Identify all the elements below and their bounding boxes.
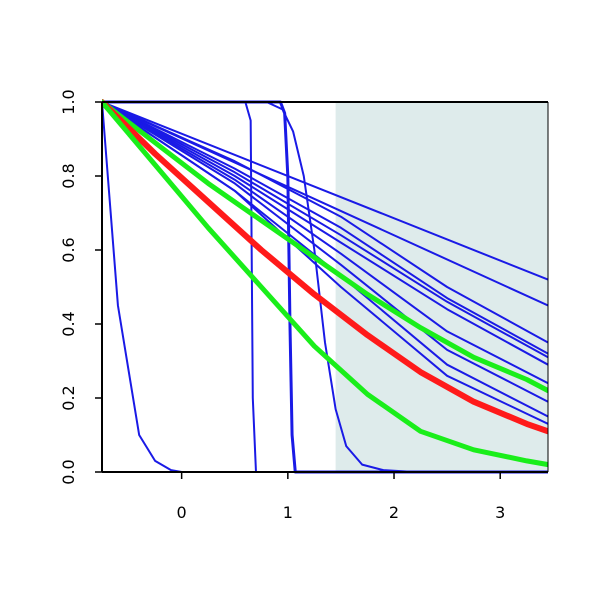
series-line-green-17 (102, 99, 548, 468)
series-line-red-16 (102, 99, 548, 435)
y-tick-label: 0.6 (59, 237, 78, 262)
series-line-blue-3 (102, 100, 548, 474)
series-line-blue-7 (102, 101, 548, 344)
x-tick-label: 1 (283, 503, 293, 522)
y-tick-label: 0.2 (59, 385, 78, 410)
series-line-blue-4 (102, 101, 548, 473)
series-line-green-15 (102, 99, 548, 394)
series-line-blue-11 (102, 101, 548, 385)
x-tick-label: 0 (177, 503, 187, 522)
series-line-blue-14 (102, 101, 548, 425)
shaded-region (335, 102, 548, 472)
series-line-blue-9 (102, 101, 548, 359)
series-line-blue-8 (102, 101, 548, 355)
y-tick-label: 0.0 (59, 459, 78, 484)
y-tick-label: 0.4 (59, 311, 78, 336)
y-tick-label: 1.0 (59, 89, 78, 114)
series-line-blue-10 (102, 101, 548, 366)
series-line-blue-5 (102, 101, 548, 281)
x-tick-label: 2 (389, 503, 399, 522)
x-tick-label: 3 (495, 503, 505, 522)
y-tick-label: 0.8 (59, 163, 78, 188)
series-line-blue-12 (102, 101, 548, 403)
